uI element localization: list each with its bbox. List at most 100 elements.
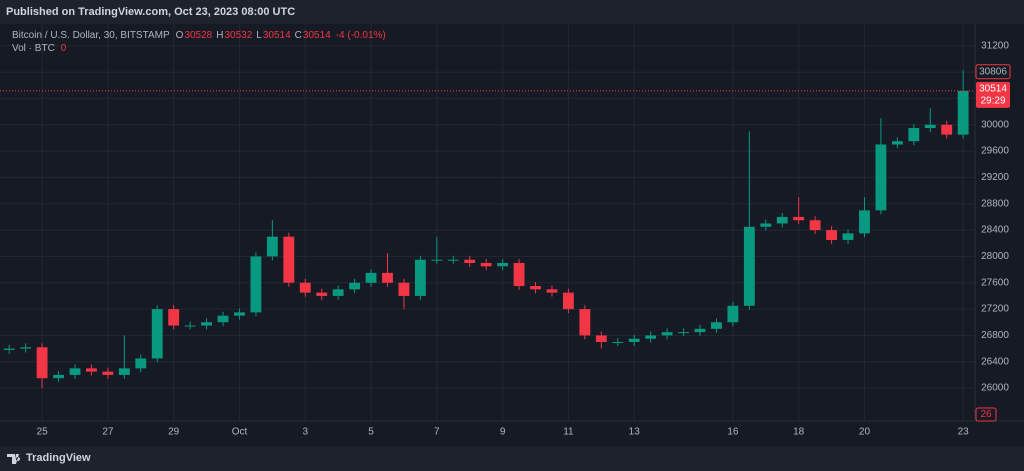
- last-price-box: [976, 81, 1010, 108]
- candle-body: [530, 286, 541, 290]
- candle-body: [316, 292, 328, 296]
- candle-body: [957, 90, 969, 135]
- ohlc-label: H: [216, 30, 223, 41]
- candle-body: [809, 220, 821, 231]
- y-tick-label: 26400: [981, 356, 1009, 367]
- brand: TradingView: [26, 452, 91, 464]
- x-tick-label: 18: [793, 427, 805, 438]
- candle-body: [184, 325, 196, 327]
- x-tick-label: 9: [500, 427, 506, 438]
- candle-body: [250, 256, 262, 313]
- y-tick-label: 29600: [981, 146, 1009, 157]
- published-banner: Published on TradingView.com, Oct 23, 20…: [0, 0, 1024, 24]
- candle-body: [562, 292, 574, 310]
- candle-body: [3, 348, 15, 350]
- candle-body: [168, 309, 180, 326]
- candle-body: [69, 368, 81, 375]
- x-tick-label: 25: [37, 427, 49, 438]
- ohlc-value: 30514: [303, 30, 331, 41]
- candle-body: [908, 128, 920, 142]
- candle-body: [365, 272, 377, 283]
- candle-body: [414, 259, 426, 296]
- volume-label: Vol · BTC: [12, 43, 55, 54]
- candle-body: [151, 309, 163, 359]
- legend-title: Bitcoin / U.S. Dollar, 30, BITSTAMP: [12, 30, 170, 41]
- x-tick-label: 27: [102, 427, 114, 438]
- x-tick-label: 23: [958, 427, 970, 438]
- x-tick-label: Oct: [232, 427, 248, 438]
- volume-value: 0: [61, 43, 67, 54]
- candle-body: [941, 124, 953, 135]
- last-price-label: 30514: [979, 84, 1007, 95]
- y-tick-label: 26000: [981, 383, 1009, 394]
- y-tick-label: 28000: [981, 251, 1009, 262]
- candle-body: [382, 272, 393, 283]
- countdown: 29:29: [980, 96, 1005, 107]
- candle-body: [118, 368, 130, 375]
- ohlc-value: 30528: [184, 30, 212, 41]
- candle-body: [661, 332, 673, 336]
- ohlc-label: O: [176, 30, 184, 41]
- x-tick-label: 11: [563, 427, 574, 438]
- candle-body: [135, 358, 147, 369]
- logo: [7, 454, 21, 464]
- high-marker-label: 30806: [979, 66, 1007, 77]
- y-tick-label: 28400: [981, 225, 1009, 236]
- candle-body: [36, 347, 48, 379]
- y-tick-label: 26800: [981, 330, 1009, 341]
- candle-body: [20, 347, 32, 349]
- change: -4 (-0.01%): [336, 30, 386, 41]
- x-tick-label: 5: [368, 427, 374, 438]
- candle-body: [678, 332, 689, 334]
- ohlc-label: C: [295, 30, 302, 41]
- candle-body: [513, 263, 525, 287]
- x-tick-label: 13: [629, 427, 641, 438]
- candle-body: [332, 289, 344, 296]
- candle-body: [217, 315, 229, 323]
- candle-body: [266, 236, 278, 257]
- ohlc-label: L: [256, 30, 262, 41]
- volume-last-label: 26: [980, 409, 992, 420]
- candle-body: [497, 263, 509, 267]
- candle-body: [480, 263, 492, 267]
- ohlc-value: 30532: [224, 30, 252, 41]
- candle-body: [102, 371, 114, 375]
- x-tick-label: 7: [434, 427, 440, 438]
- candle-body: [612, 342, 624, 343]
- candle-body: [349, 282, 361, 290]
- ohlc-value: 30514: [263, 30, 291, 41]
- x-tick-label: 20: [859, 427, 871, 438]
- candle-body: [711, 322, 722, 329]
- candle-body: [694, 328, 706, 333]
- candle-body: [447, 259, 459, 261]
- candle-body: [776, 216, 788, 224]
- chart-background: [0, 24, 1024, 446]
- chart: 2600026400268002720027600280002840028800…: [0, 24, 1024, 446]
- candle-body: [579, 309, 591, 336]
- candle-body: [86, 368, 97, 372]
- candle-body: [826, 230, 838, 240]
- candle-body: [924, 124, 936, 129]
- candle-body: [201, 322, 213, 326]
- y-tick-label: 28800: [981, 198, 1009, 209]
- footer: TradingView: [0, 446, 1024, 471]
- candle-body: [842, 233, 854, 240]
- candle-body: [727, 305, 739, 323]
- y-tick-label: 27600: [981, 277, 1009, 288]
- candle-body: [645, 335, 657, 339]
- candle-body: [53, 374, 64, 379]
- x-tick-label: 3: [302, 427, 308, 438]
- candle-body: [234, 312, 245, 316]
- candle-body: [875, 144, 887, 211]
- volume-legend: Vol · BTC 0: [12, 43, 67, 54]
- candle-body: [283, 236, 295, 283]
- candle-body: [431, 259, 443, 261]
- candle-body: [891, 141, 903, 145]
- y-tick-label: 27200: [981, 304, 1009, 315]
- volume-last-box: [975, 407, 997, 422]
- candle-body: [760, 223, 772, 227]
- candle-body: [595, 335, 607, 342]
- y-tick-label: 30000: [981, 119, 1009, 130]
- x-tick-label: 29: [168, 427, 180, 438]
